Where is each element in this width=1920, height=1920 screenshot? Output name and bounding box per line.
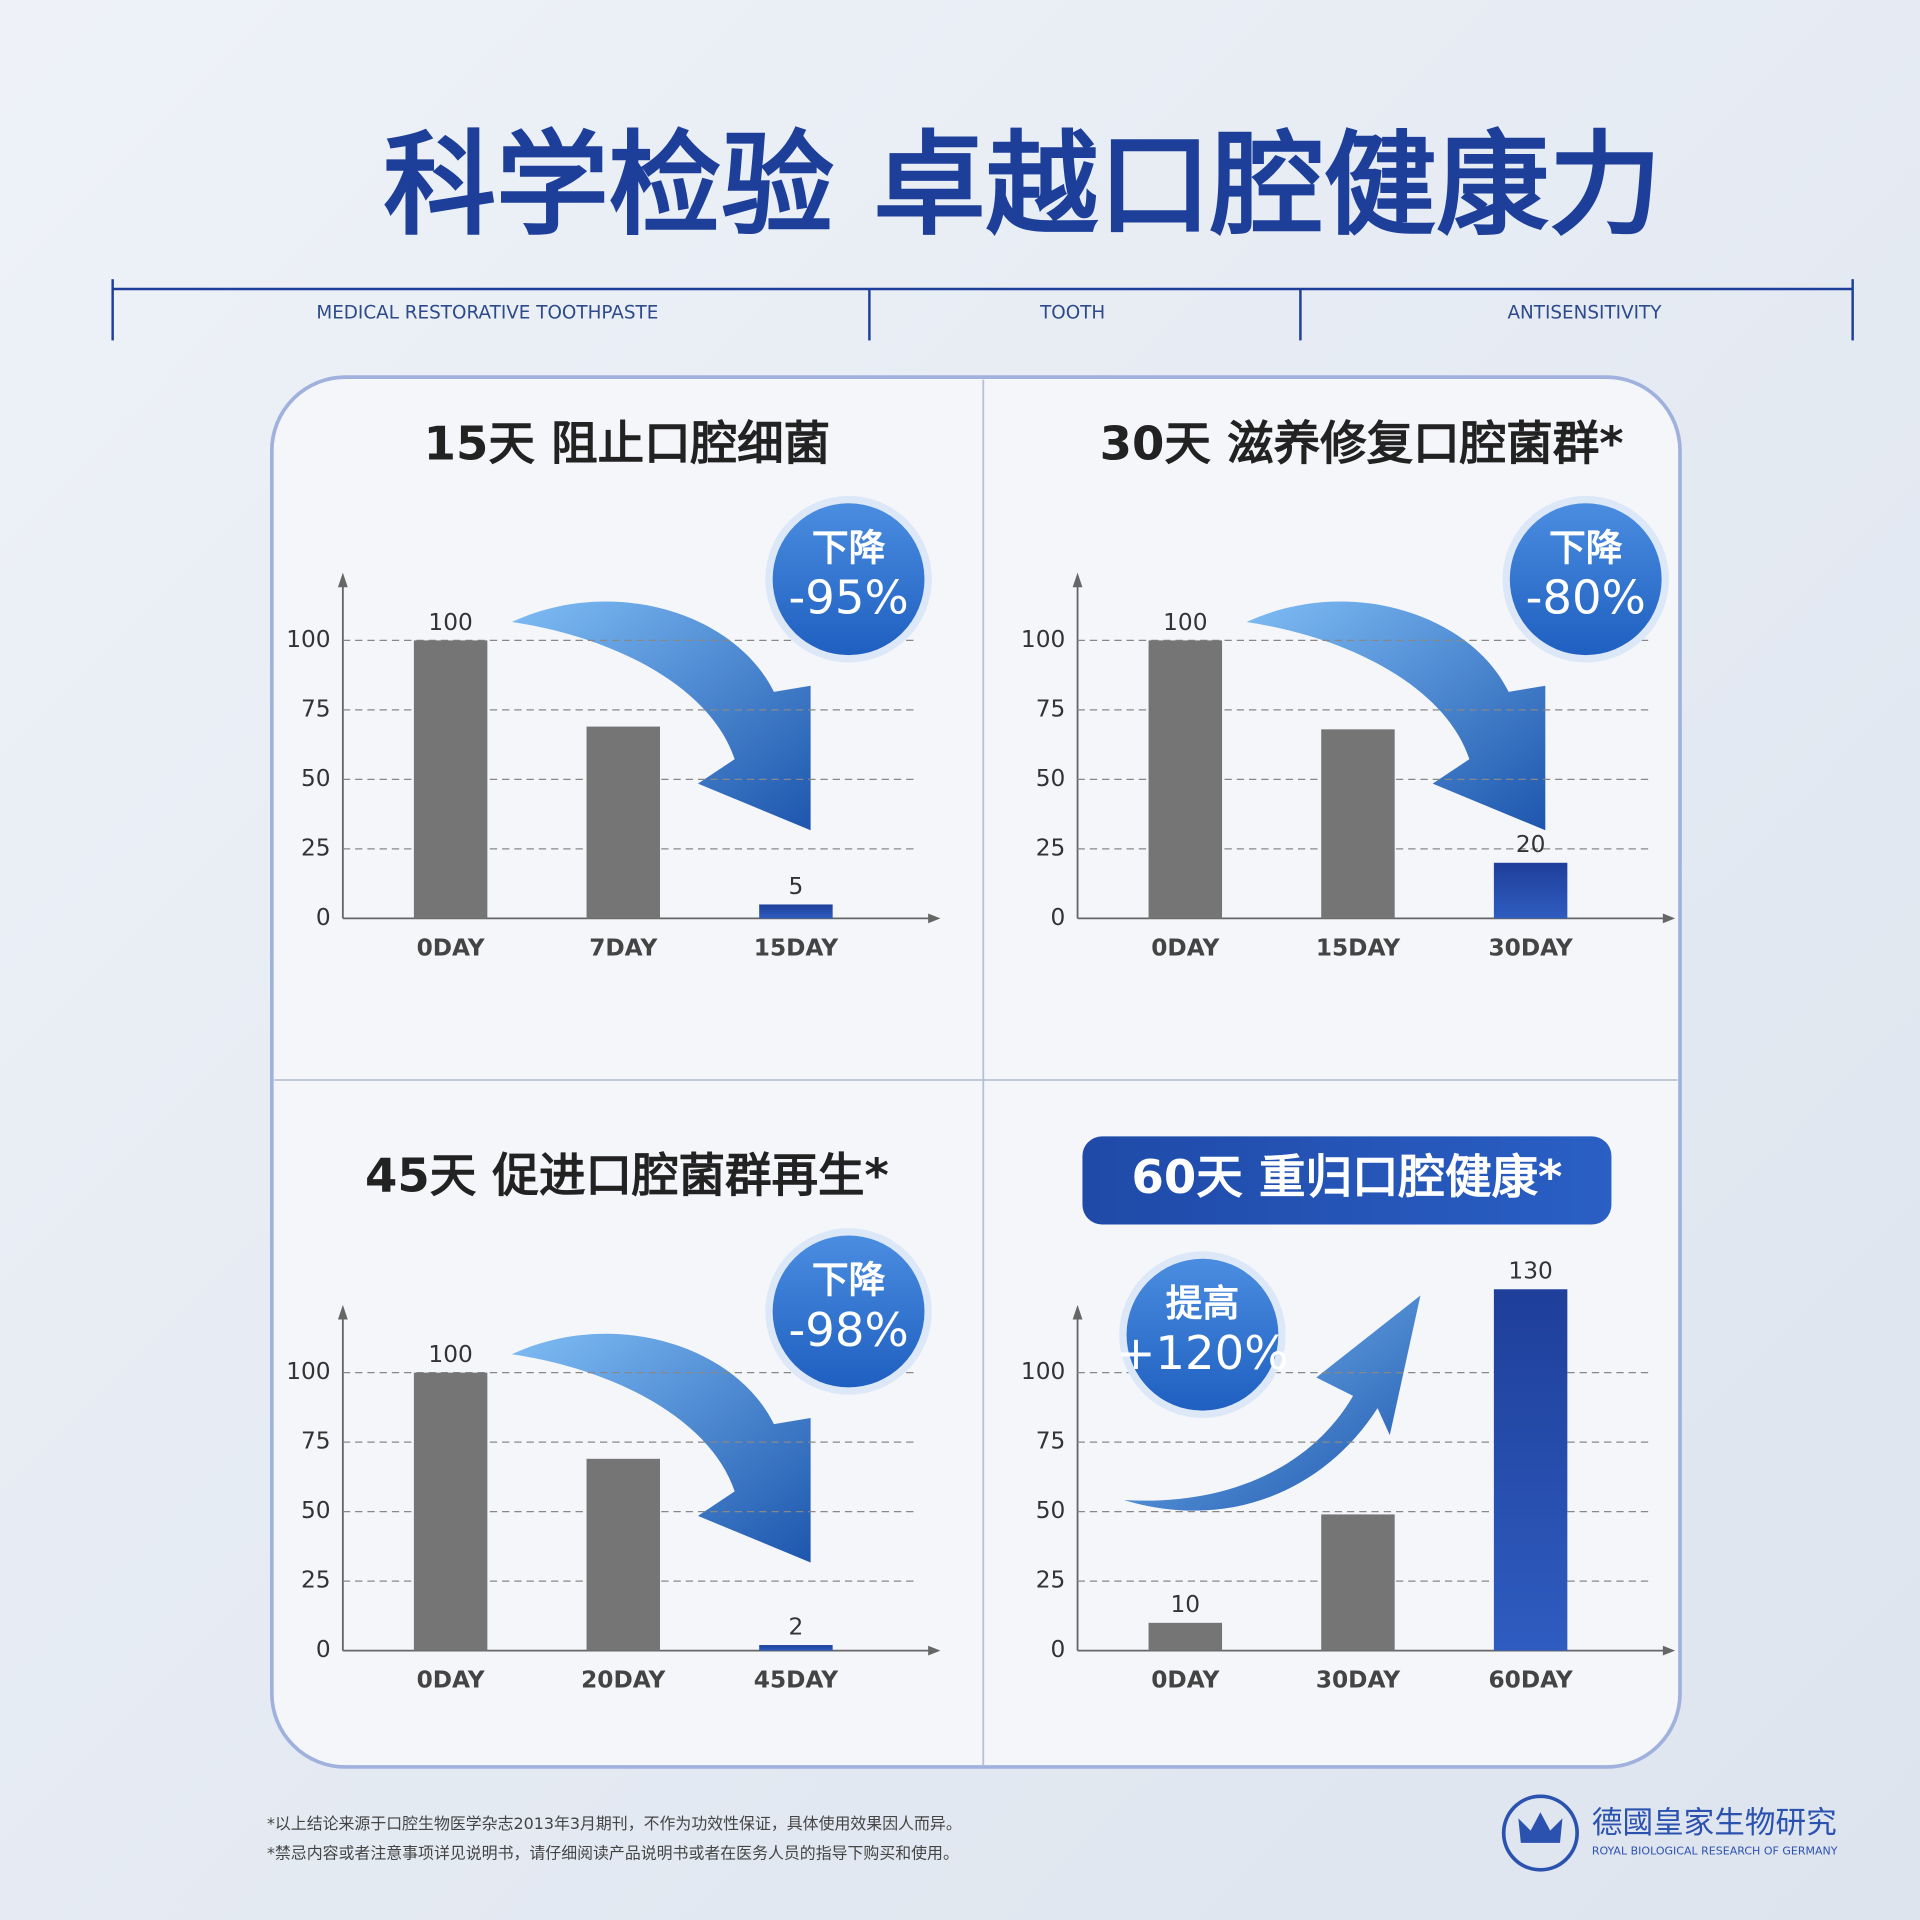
y-axis-arrow [337, 1304, 348, 1320]
y-tick-label: 25 [1036, 834, 1066, 861]
tag: ANTISENSITIVITY [1507, 302, 1662, 323]
y-axis-arrow [1072, 1304, 1083, 1320]
trend-arrow [511, 1333, 811, 1563]
panel [270, 375, 1682, 1769]
y-tick-label: 25 [301, 834, 331, 861]
x-tick-label: 0DAY [417, 934, 486, 961]
footnote: *禁忌内容或者注意事项详见说明书，请仔细阅读产品说明书或者在医务人员的指导下购买… [267, 1843, 959, 1862]
value-label: 100 [428, 609, 472, 636]
value-label: 5 [789, 873, 804, 900]
y-tick-label: 75 [301, 695, 331, 722]
badge-label: 提高 [1166, 1282, 1239, 1325]
y-tick-label: 75 [1036, 1428, 1066, 1455]
badge-label: 下降 [1549, 526, 1623, 569]
y-tick-label: 0 [316, 1636, 331, 1663]
value-label: 20 [1516, 831, 1546, 858]
y-tick-label: 0 [1051, 1636, 1066, 1663]
badge-text: -95% [788, 571, 908, 625]
y-tick-label: 100 [286, 626, 330, 653]
y-tick-label: 50 [301, 1497, 331, 1524]
y-tick-label: 50 [1036, 765, 1066, 792]
y-tick-label: 25 [301, 1567, 331, 1594]
logo [1501, 1794, 1579, 1872]
value-label: 100 [1163, 609, 1207, 636]
x-tick-label: 0DAY [1151, 934, 1220, 961]
y-tick-label: 100 [1021, 626, 1065, 653]
bar [1148, 1622, 1223, 1651]
x-tick-label: 20DAY [581, 1667, 666, 1694]
brand-en: ROYAL BIOLOGICAL RESEARCH OF GERMANY [1592, 1844, 1838, 1857]
tag-rule [111, 279, 1854, 341]
badge-label: 下降 [812, 1259, 886, 1302]
trend-arrow [1124, 1295, 1421, 1511]
y-tick-label: 50 [1036, 1497, 1066, 1524]
x-tick-label: 0DAY [1151, 1667, 1220, 1694]
bar [586, 726, 660, 919]
y-tick-label: 75 [301, 1428, 331, 1455]
badge [1126, 1258, 1279, 1411]
x-tick-label: 15DAY [754, 934, 839, 961]
page-title: 科学检验 卓越口腔健康力 [383, 119, 1661, 251]
value-label: 2 [789, 1613, 804, 1640]
y-axis-arrow [337, 572, 348, 588]
y-tick-label: 100 [1021, 1358, 1065, 1385]
trend-arrow [511, 601, 811, 831]
logo-crown [1518, 1812, 1563, 1843]
x-axis-arrow [928, 913, 941, 924]
x-tick-label: 30DAY [1316, 1667, 1401, 1694]
bar [1148, 640, 1223, 919]
x-tick-label: 15DAY [1316, 934, 1401, 961]
y-tick-label: 75 [1036, 695, 1066, 722]
tag: TOOTH [1039, 302, 1105, 323]
badge-text: -98% [788, 1303, 908, 1357]
bar [413, 640, 488, 919]
x-tick-label: 60DAY [1488, 1667, 1573, 1694]
trend-arrow [1246, 601, 1546, 831]
value-label: 100 [428, 1341, 472, 1368]
badge [772, 1235, 925, 1388]
bar [586, 1458, 660, 1651]
footnote: *以上结论来源于口腔生物医学杂志2013年3月期刊，不作为功效性保证，具体使用效… [267, 1814, 962, 1833]
value-label: 10 [1171, 1591, 1201, 1618]
x-axis-arrow [1662, 913, 1676, 924]
brand: 德國皇家生物研究 [1592, 1806, 1837, 1841]
chart-title: 60天 重归口腔健康* [1132, 1150, 1563, 1204]
bar [1493, 1289, 1568, 1651]
badge-label: 下降 [812, 526, 886, 569]
bar [759, 1645, 833, 1651]
bar [413, 1372, 488, 1651]
x-axis-arrow [1662, 1645, 1676, 1656]
y-tick-label: 50 [301, 765, 331, 792]
badge-text: -80% [1526, 571, 1646, 625]
badge [1509, 503, 1662, 656]
x-tick-label: 7DAY [589, 934, 658, 961]
x-axis-arrow [928, 1645, 941, 1656]
y-tick-label: 100 [286, 1358, 330, 1385]
y-tick-label: 0 [1051, 904, 1066, 931]
tag: MEDICAL RESTORATIVE TOOTHPASTE [316, 302, 658, 323]
x-tick-label: 0DAY [417, 1667, 486, 1694]
bar [759, 904, 833, 919]
chart-title: 45天 促进口腔菌群再生* [365, 1149, 889, 1203]
badge-text: +120% [1116, 1326, 1288, 1380]
bar [1321, 729, 1395, 919]
bar [1493, 862, 1568, 919]
y-tick-label: 0 [316, 904, 331, 931]
chart-title: 30天 滋养修复口腔菌群* [1100, 416, 1624, 470]
value-label: 130 [1508, 1258, 1552, 1285]
x-tick-label: 30DAY [1488, 934, 1573, 961]
bar [1321, 1514, 1395, 1651]
y-tick-label: 25 [1036, 1567, 1066, 1594]
chart-title: 15天 阻止口腔细菌 [424, 416, 831, 470]
badge [772, 503, 925, 656]
title-pill [1082, 1136, 1612, 1225]
x-tick-label: 45DAY [754, 1667, 839, 1694]
y-axis-arrow [1072, 572, 1083, 588]
